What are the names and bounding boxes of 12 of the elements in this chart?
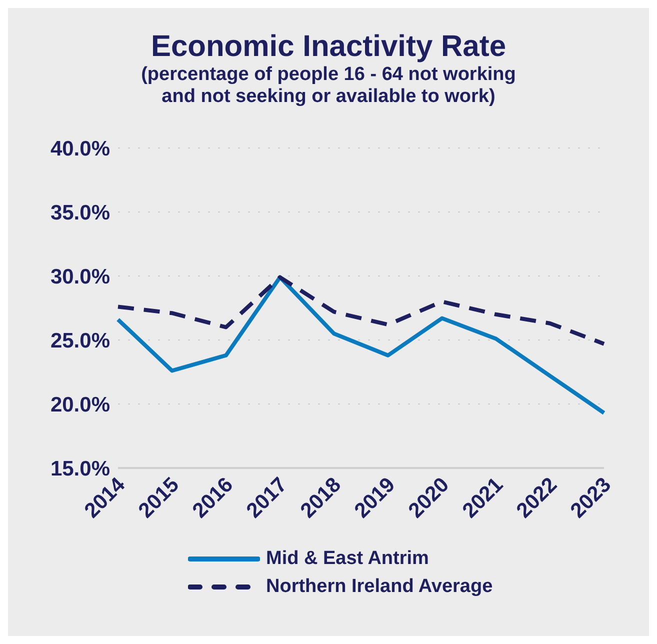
legend-label: Northern Ireland Average: [266, 576, 493, 598]
chart-subtitle: (percentage of people 16 - 64 not working and not seeking or available to work): [140, 64, 517, 108]
line-series: [116, 275, 606, 346]
legend-label: Mid & East Antrim: [266, 548, 429, 570]
y-tick-label: 15.0%: [50, 457, 110, 480]
chart-title: Economic Inactivity Rate: [150, 30, 508, 64]
y-tick-label: 35.0%: [50, 201, 110, 224]
y-tick-label: 20.0%: [50, 393, 110, 416]
y-tick-label: 30.0%: [50, 265, 110, 288]
line-series: [116, 275, 606, 415]
y-tick-label: 40.0%: [50, 137, 110, 160]
y-tick-label: 25.0%: [50, 329, 110, 352]
